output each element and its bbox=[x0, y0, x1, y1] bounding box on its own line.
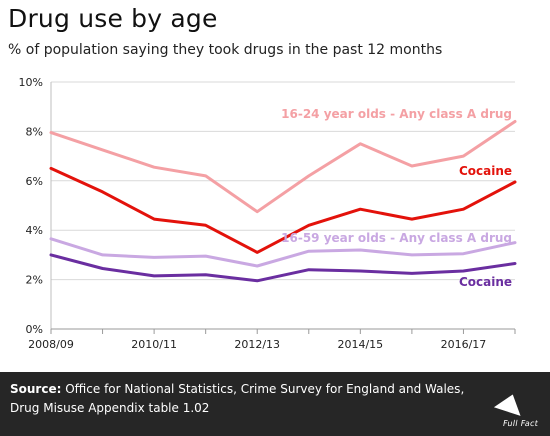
y-axis: 0% 2% 4% 6% 8% 10% bbox=[19, 76, 43, 336]
source-text: Office for National Statistics, Crime Su… bbox=[10, 382, 465, 415]
y-tick-label: 0% bbox=[26, 323, 43, 336]
chart-subtitle: % of population saying they took drugs i… bbox=[8, 42, 443, 58]
series-line-1 bbox=[49, 120, 517, 214]
series-label-2: Cocaine bbox=[459, 164, 512, 178]
logo-text: Full Fact bbox=[501, 419, 539, 428]
y-tick-label: 8% bbox=[26, 125, 43, 138]
chart-series bbox=[49, 120, 517, 283]
x-tick-label: 2014/15 bbox=[337, 338, 383, 351]
series-label-3: 16-59 year olds - Any class A drug bbox=[281, 231, 512, 245]
source-label: Source: bbox=[10, 382, 62, 396]
series-line-2 bbox=[49, 166, 517, 254]
full-fact-logo: Full Fact bbox=[492, 390, 540, 428]
x-tick-label: 2010/11 bbox=[131, 338, 177, 351]
footer: Source: Office for National Statistics, … bbox=[0, 372, 550, 436]
line-chart: 0% 2% 4% 6% 8% 10% 2008/09 2010/11 2012/13 2014/… bbox=[19, 76, 517, 351]
source-note: Source: Office for National Statistics, … bbox=[10, 380, 480, 418]
series-labels: 16-24 year olds - Any class A drug Cocain… bbox=[281, 107, 512, 289]
y-tick-label: 6% bbox=[26, 175, 43, 188]
chart-grid bbox=[50, 81, 515, 330]
x-axis: 2008/09 2010/11 2012/13 2014/15 2016/17 bbox=[28, 329, 516, 351]
chart-title: Drug use by age bbox=[8, 4, 218, 33]
y-tick-label: 2% bbox=[26, 274, 43, 287]
x-tick-label: 2012/13 bbox=[234, 338, 280, 351]
x-tick-label: 2016/17 bbox=[441, 338, 487, 351]
y-tick-label: 10% bbox=[19, 76, 43, 89]
series-label-4: Cocaine bbox=[459, 275, 512, 289]
series-line-3 bbox=[49, 237, 517, 268]
x-tick-label: 2008/09 bbox=[28, 338, 74, 351]
series-line-4 bbox=[49, 253, 517, 283]
logo-arrow-icon bbox=[493, 390, 527, 416]
series-label-1: 16-24 year olds - Any class A drug bbox=[281, 107, 512, 121]
y-tick-label: 4% bbox=[26, 224, 43, 237]
